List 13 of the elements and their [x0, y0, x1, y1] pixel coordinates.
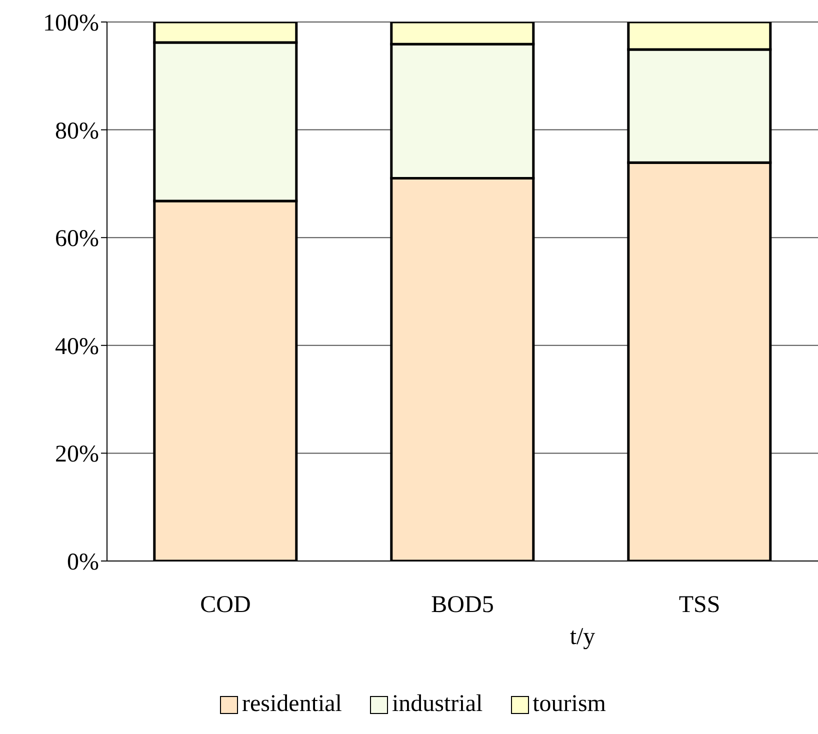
y-tick-label: 100% — [43, 10, 99, 37]
y-tick-label: 40% — [55, 334, 99, 360]
legend-label: industrial — [390, 691, 483, 718]
x-tick-label: BOD5 — [431, 592, 494, 618]
x-axis-title: t/y — [570, 624, 596, 650]
legend-label: residential — [241, 691, 342, 718]
x-tick-label: COD — [200, 592, 251, 618]
y-tick-label: 60% — [55, 226, 99, 252]
y-tick-label: 0% — [67, 550, 99, 576]
y-tick-label: 80% — [55, 118, 99, 144]
legend-label: tourism — [532, 691, 606, 718]
x-tick-label: TSS — [678, 592, 720, 618]
y-tick-label: 20% — [55, 442, 99, 468]
